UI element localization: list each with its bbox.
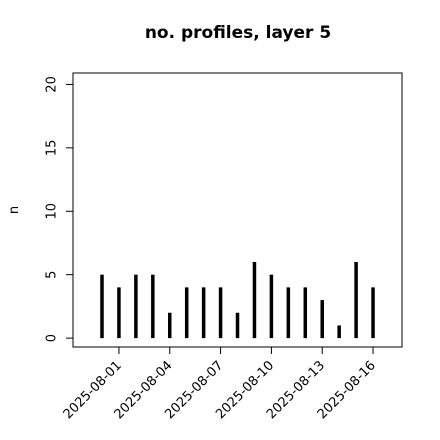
chart-title: no. profiles, layer 5: [145, 23, 331, 43]
y-tick-label: 5: [45, 271, 60, 279]
y-tick-label: 20: [45, 76, 60, 93]
y-tick-label: 10: [45, 203, 60, 220]
plot-frame: [72, 72, 403, 348]
y-axis-label: n: [7, 206, 22, 214]
y-tick-label: 15: [45, 140, 60, 157]
y-tick-label: 0: [45, 334, 60, 342]
